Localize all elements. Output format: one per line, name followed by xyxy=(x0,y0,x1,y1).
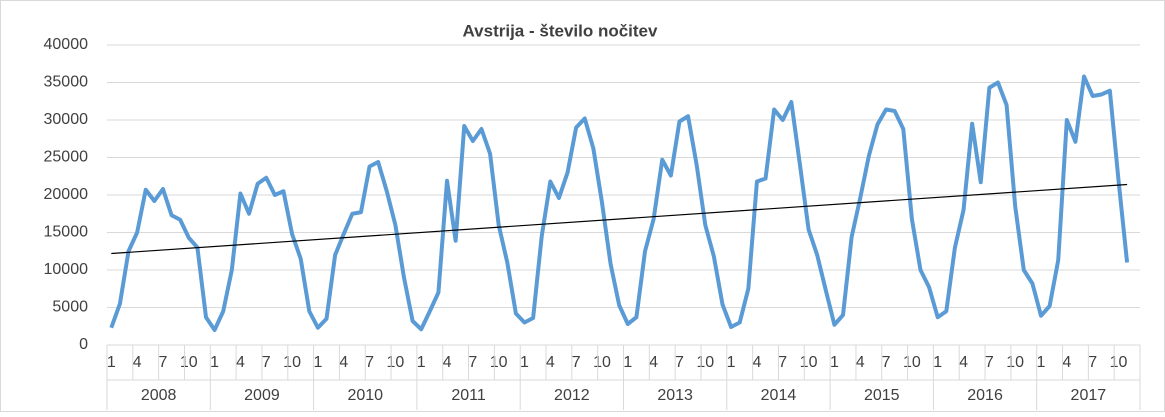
y-tick-label: 25000 xyxy=(44,149,89,166)
x-tick-label: 4 xyxy=(339,354,348,371)
x-tick-label: 10 xyxy=(800,354,818,371)
x-group-label: 2016 xyxy=(967,387,1003,404)
x-tick-label: 10 xyxy=(1110,354,1128,371)
y-tick-label: 0 xyxy=(79,336,88,353)
x-tick-label: 7 xyxy=(468,354,477,371)
x-tick-label: 1 xyxy=(313,354,322,371)
x-tick-label: 4 xyxy=(959,354,968,371)
x-tick-label: 1 xyxy=(933,354,942,371)
x-group-label: 2014 xyxy=(761,387,797,404)
x-tick-label: 1 xyxy=(417,354,426,371)
x-group-label: 2008 xyxy=(141,387,177,404)
x-tick-label: 10 xyxy=(490,354,508,371)
x-group-label: 2009 xyxy=(244,387,280,404)
x-tick-label: 10 xyxy=(283,354,301,371)
y-tick-label: 40000 xyxy=(44,36,89,53)
x-tick-label: 7 xyxy=(262,354,271,371)
x-tick-label: 4 xyxy=(649,354,658,371)
x-group-label: 2011 xyxy=(451,387,486,404)
x-tick-label: 1 xyxy=(623,354,632,371)
x-tick-label: 4 xyxy=(856,354,865,371)
x-tick-label: 10 xyxy=(696,354,714,371)
x-tick-label: 10 xyxy=(1006,354,1024,371)
x-tick-label: 7 xyxy=(572,354,581,371)
x-tick-label: 1 xyxy=(210,354,219,371)
x-tick-label: 4 xyxy=(236,354,245,371)
x-tick-label: 4 xyxy=(546,354,555,371)
y-tick-label: 10000 xyxy=(44,261,89,278)
x-tick-label: 4 xyxy=(443,354,452,371)
y-tick-label: 20000 xyxy=(44,186,89,203)
x-tick-label: 7 xyxy=(882,354,891,371)
x-group-label: 2013 xyxy=(657,387,693,404)
line-series xyxy=(109,74,1130,332)
x-tick-label: 1 xyxy=(107,354,116,371)
x-tick-label: 10 xyxy=(386,354,404,371)
x-tick-label: 4 xyxy=(133,354,142,371)
x-tick-label: 4 xyxy=(1062,354,1071,371)
chart-title: Avstrija - število nočitev xyxy=(463,21,658,40)
x-tick-label: 10 xyxy=(180,354,198,371)
x-group-label: 2010 xyxy=(347,387,383,404)
y-tick-label: 5000 xyxy=(52,299,88,316)
y-tick-label: 15000 xyxy=(44,224,89,241)
x-tick-label: 1 xyxy=(830,354,839,371)
x-group-label: 2012 xyxy=(554,387,590,404)
x-tick-label: 7 xyxy=(778,354,787,371)
x-tick-label: 7 xyxy=(1088,354,1097,371)
x-tick-label: 10 xyxy=(593,354,611,371)
trendline xyxy=(111,183,1128,255)
x-tick-label: 1 xyxy=(727,354,736,371)
x-tick-label: 10 xyxy=(903,354,921,371)
x-tick-label: 7 xyxy=(675,354,684,371)
y-tick-label: 35000 xyxy=(44,74,89,91)
x-tick-label: 7 xyxy=(365,354,374,371)
y-tick-label: 30000 xyxy=(44,111,89,128)
x-tick-label: 4 xyxy=(752,354,761,371)
x-tick-label: 1 xyxy=(1037,354,1046,371)
x-group-label: 2017 xyxy=(1071,387,1107,404)
x-tick-label: 7 xyxy=(985,354,994,371)
x-group-label: 2015 xyxy=(864,387,900,404)
x-tick-label: 1 xyxy=(520,354,529,371)
x-tick-label: 7 xyxy=(159,354,168,371)
